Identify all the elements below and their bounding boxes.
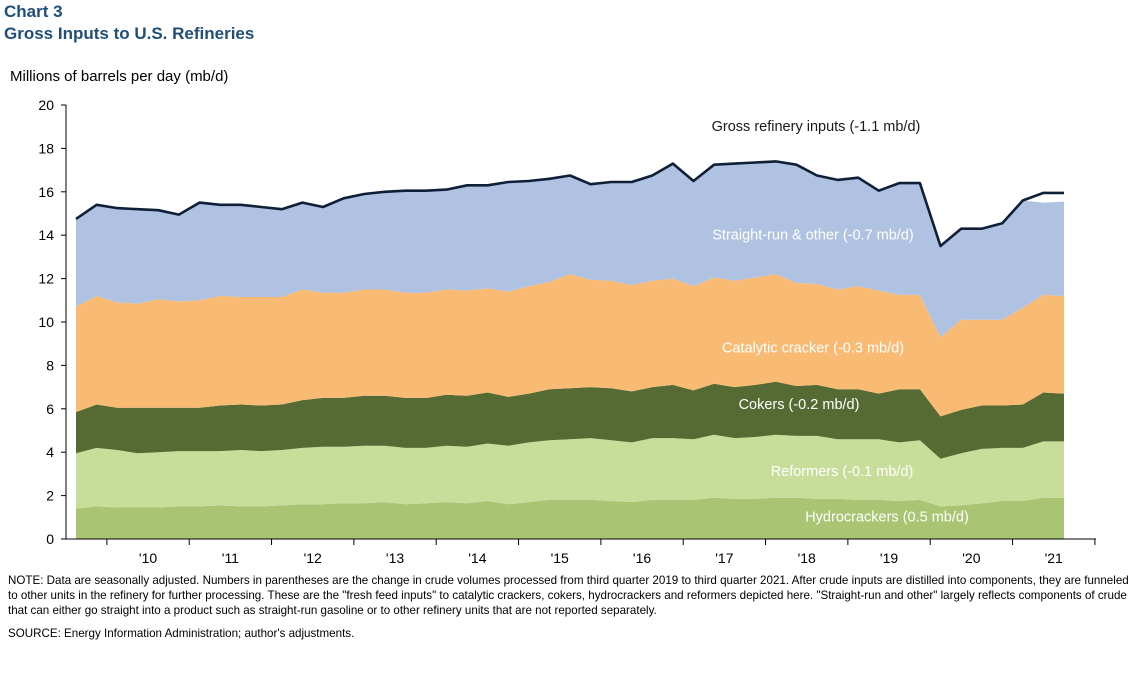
y-tick-label: 0 xyxy=(46,531,54,547)
y-tick-label: 4 xyxy=(46,444,54,460)
chart-title: Gross Inputs to U.S. Refineries xyxy=(4,24,255,43)
x-tick-label: '17 xyxy=(715,550,733,566)
chart-number: Chart 3 xyxy=(4,2,63,21)
y-tick-label: 12 xyxy=(38,271,54,287)
y-tick-label: 6 xyxy=(46,401,54,417)
x-tick-label: '20 xyxy=(962,550,980,566)
series-label-straight: Straight-run & other (-0.7 mb/d) xyxy=(712,228,913,244)
area-reformers xyxy=(76,434,1064,509)
series-label-catalytic: Catalytic cracker (-0.3 mb/d) xyxy=(722,340,904,356)
x-tick-label: '15 xyxy=(551,550,569,566)
series-label-gross: Gross refinery inputs (-1.1 mb/d) xyxy=(712,119,921,135)
y-tick-label: 2 xyxy=(46,488,54,504)
x-tick-label: '13 xyxy=(386,550,404,566)
y-tick-label: 8 xyxy=(46,357,54,373)
y-tick-label: 16 xyxy=(38,184,54,200)
x-tick-label: '21 xyxy=(1045,550,1063,566)
area-straight xyxy=(76,161,1064,338)
series-label-hydrocrackers: Hydrocrackers (0.5 mb/d) xyxy=(805,510,969,526)
x-tick-label: '19 xyxy=(880,550,898,566)
y-tick-label: 14 xyxy=(38,227,54,243)
chart-area: 0 2 4 6 8 10 12 14 16 18 20 '10 '11 '12 '13 '14 '15 '16 '1… xyxy=(38,97,1096,566)
x-tick-label: '14 xyxy=(468,550,486,566)
area-cokers xyxy=(76,381,1064,459)
x-tick-label: '11 xyxy=(222,550,239,566)
x-tick-label: '12 xyxy=(304,550,322,566)
area-hydrocrackers xyxy=(76,497,1064,539)
x-tick-label: '10 xyxy=(139,550,157,566)
x-tick-label: '16 xyxy=(633,550,651,566)
line-gross-refinery-inputs xyxy=(75,160,1064,248)
y-axis-units: Millions of barrels per day (mb/d) xyxy=(10,68,229,85)
series-label-cokers: Cokers (-0.2 mb/d) xyxy=(739,397,860,413)
source-note: SOURCE: Energy Information Administratio… xyxy=(8,627,355,640)
series-label-reformers: Reformers (-0.1 mb/d) xyxy=(771,464,914,480)
y-tick-label: 20 xyxy=(38,97,54,113)
x-tick-label: '18 xyxy=(798,550,816,566)
y-tick-label: 10 xyxy=(38,314,54,330)
y-tick-label: 18 xyxy=(38,140,54,156)
footnote: NOTE: Data are seasonally adjusted. Numb… xyxy=(8,574,1129,617)
area-catalytic xyxy=(76,274,1064,417)
